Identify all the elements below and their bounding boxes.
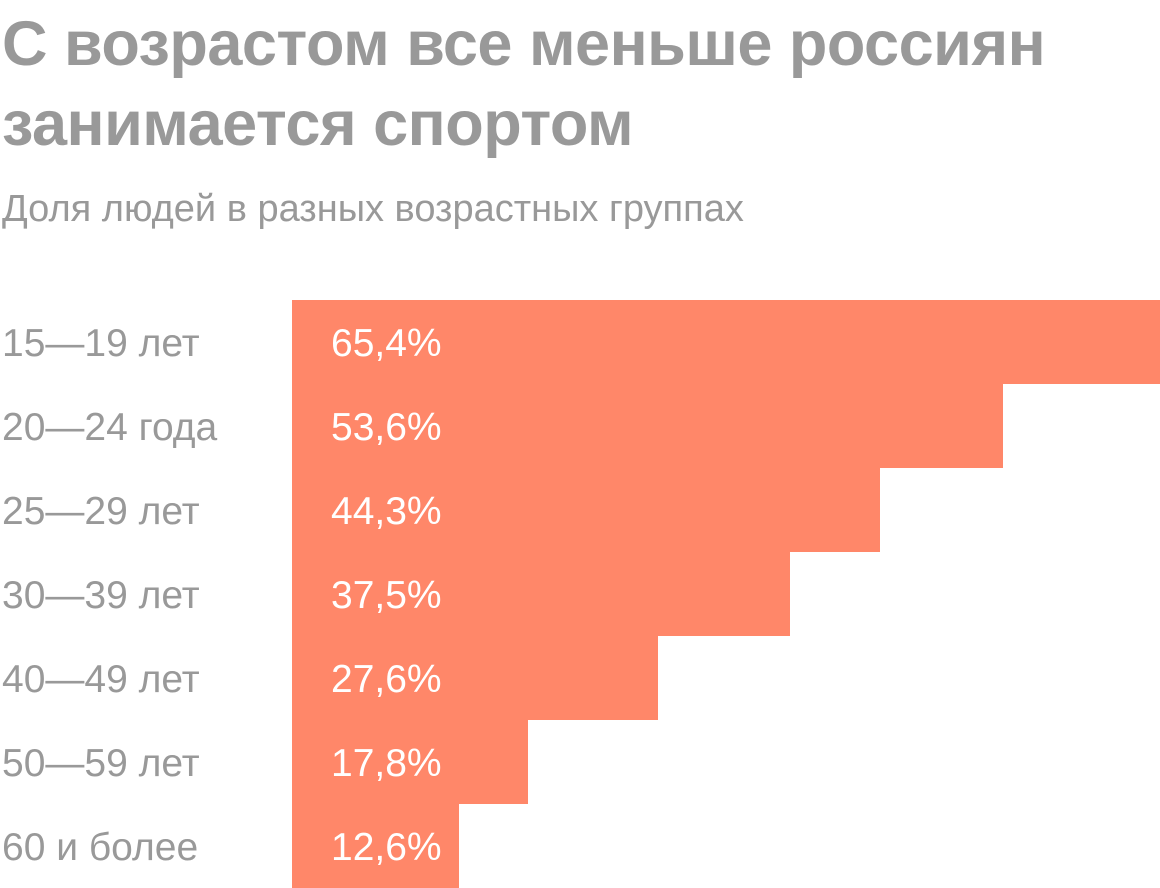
category-label-1: 15—19 лет <box>2 322 200 365</box>
value-label-5: 27,6% <box>331 658 442 701</box>
value-label-2: 53,6% <box>331 406 442 449</box>
bar-3 <box>292 468 880 552</box>
bar-6 <box>292 720 528 804</box>
category-label-2: 20—24 года <box>2 406 218 449</box>
value-label-6: 17,8% <box>331 742 442 785</box>
category-label-3: 25—29 лет <box>2 490 200 533</box>
bar-1 <box>292 300 1160 384</box>
chart-subtitle: Доля людей в разных возрастных группах <box>2 188 744 230</box>
category-label-4: 30—39 лет <box>2 574 200 617</box>
bar-2 <box>292 384 1003 468</box>
value-label-1: 65,4% <box>331 322 442 365</box>
category-label-7: 60 и более <box>2 826 198 869</box>
chart-title: С возрастом все меньше россиян занимаетс… <box>2 9 1046 159</box>
bar-4 <box>292 552 790 636</box>
bar-5 <box>292 636 658 720</box>
category-label-5: 40—49 лет <box>2 658 200 701</box>
value-label-4: 37,5% <box>331 574 442 617</box>
category-label-6: 50—59 лет <box>2 742 200 785</box>
value-label-7: 12,6% <box>331 826 442 869</box>
bar-7 <box>292 804 459 888</box>
value-label-3: 44,3% <box>331 490 442 533</box>
